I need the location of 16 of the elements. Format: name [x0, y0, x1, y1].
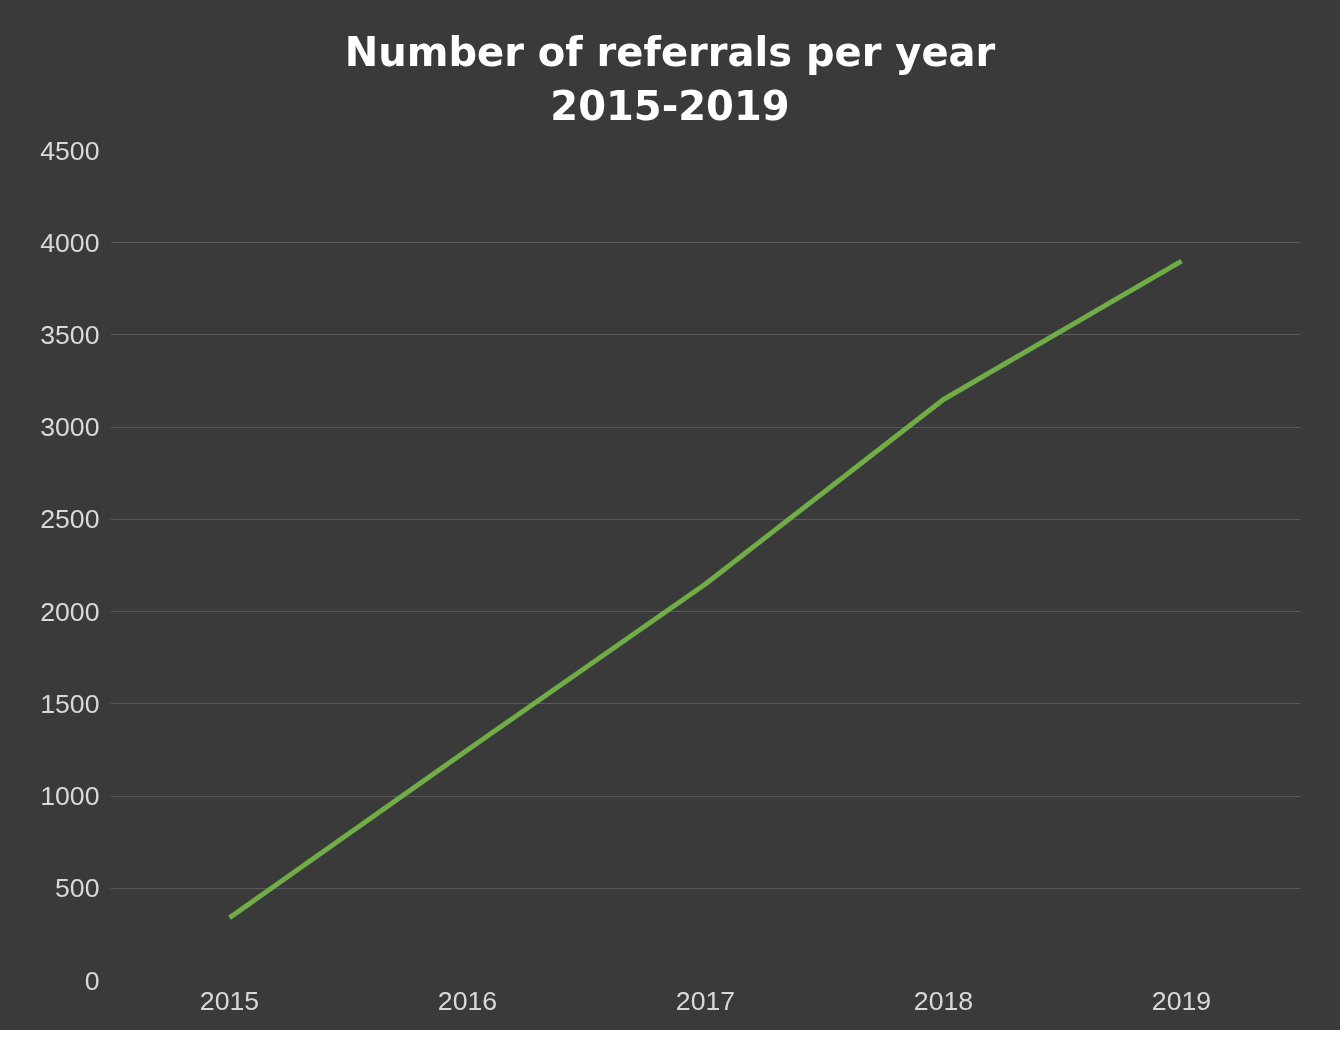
y-tick-label: 3500 — [40, 319, 100, 350]
x-tick-label: 2019 — [1151, 985, 1212, 1016]
x-tick-label: 2016 — [437, 985, 498, 1016]
y-tick-label: 0 — [84, 965, 100, 996]
x-tick-label: 2015 — [199, 985, 260, 1016]
chart-title: Number of referrals per year 2015-2019 — [344, 28, 996, 131]
y-tick-label: 3000 — [40, 412, 100, 443]
x-tick-label: 2017 — [675, 985, 736, 1016]
y-tick-label: 4500 — [40, 135, 100, 166]
y-tick-label: 2000 — [40, 596, 100, 627]
y-tick-label: 1000 — [40, 781, 100, 812]
x-tick-label: 2018 — [913, 985, 974, 1016]
y-tick-label: 500 — [55, 873, 100, 904]
y-tick-label: 1500 — [40, 688, 100, 719]
y-tick-label: 4000 — [40, 227, 100, 258]
y-tick-label: 2500 — [40, 504, 100, 535]
